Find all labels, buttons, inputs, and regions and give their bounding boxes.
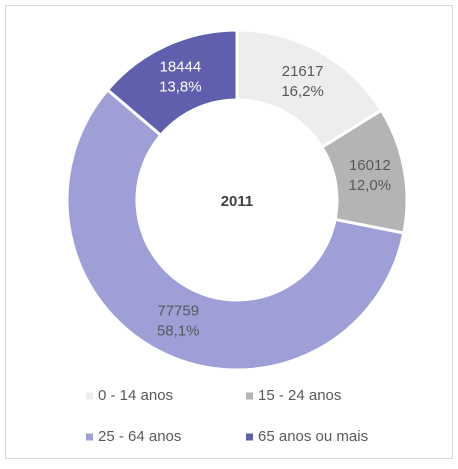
chart-title: 2011	[221, 193, 254, 210]
data-label: 21617	[282, 63, 324, 80]
legend-swatch	[246, 392, 253, 400]
donut-slice	[65, 87, 406, 372]
legend-swatch	[246, 433, 253, 441]
percent-label: 12,0%	[349, 177, 392, 194]
legend-label: 65 anos ou mais	[258, 428, 368, 445]
data-label: 16012	[349, 157, 391, 174]
legend-swatch	[86, 433, 93, 441]
donut-slice	[105, 28, 239, 138]
legend-swatch	[86, 392, 93, 400]
data-label: 77759	[157, 303, 199, 320]
percent-label: 58,1%	[157, 323, 200, 340]
percent-label: 13,8%	[159, 78, 202, 95]
legend-label: 25 - 64 anos	[98, 428, 181, 445]
legend-label: 15 - 24 anos	[258, 387, 341, 404]
data-label: 18444	[160, 58, 202, 75]
percent-label: 16,2%	[281, 83, 324, 100]
legend-label: 0 - 14 anos	[98, 387, 173, 404]
